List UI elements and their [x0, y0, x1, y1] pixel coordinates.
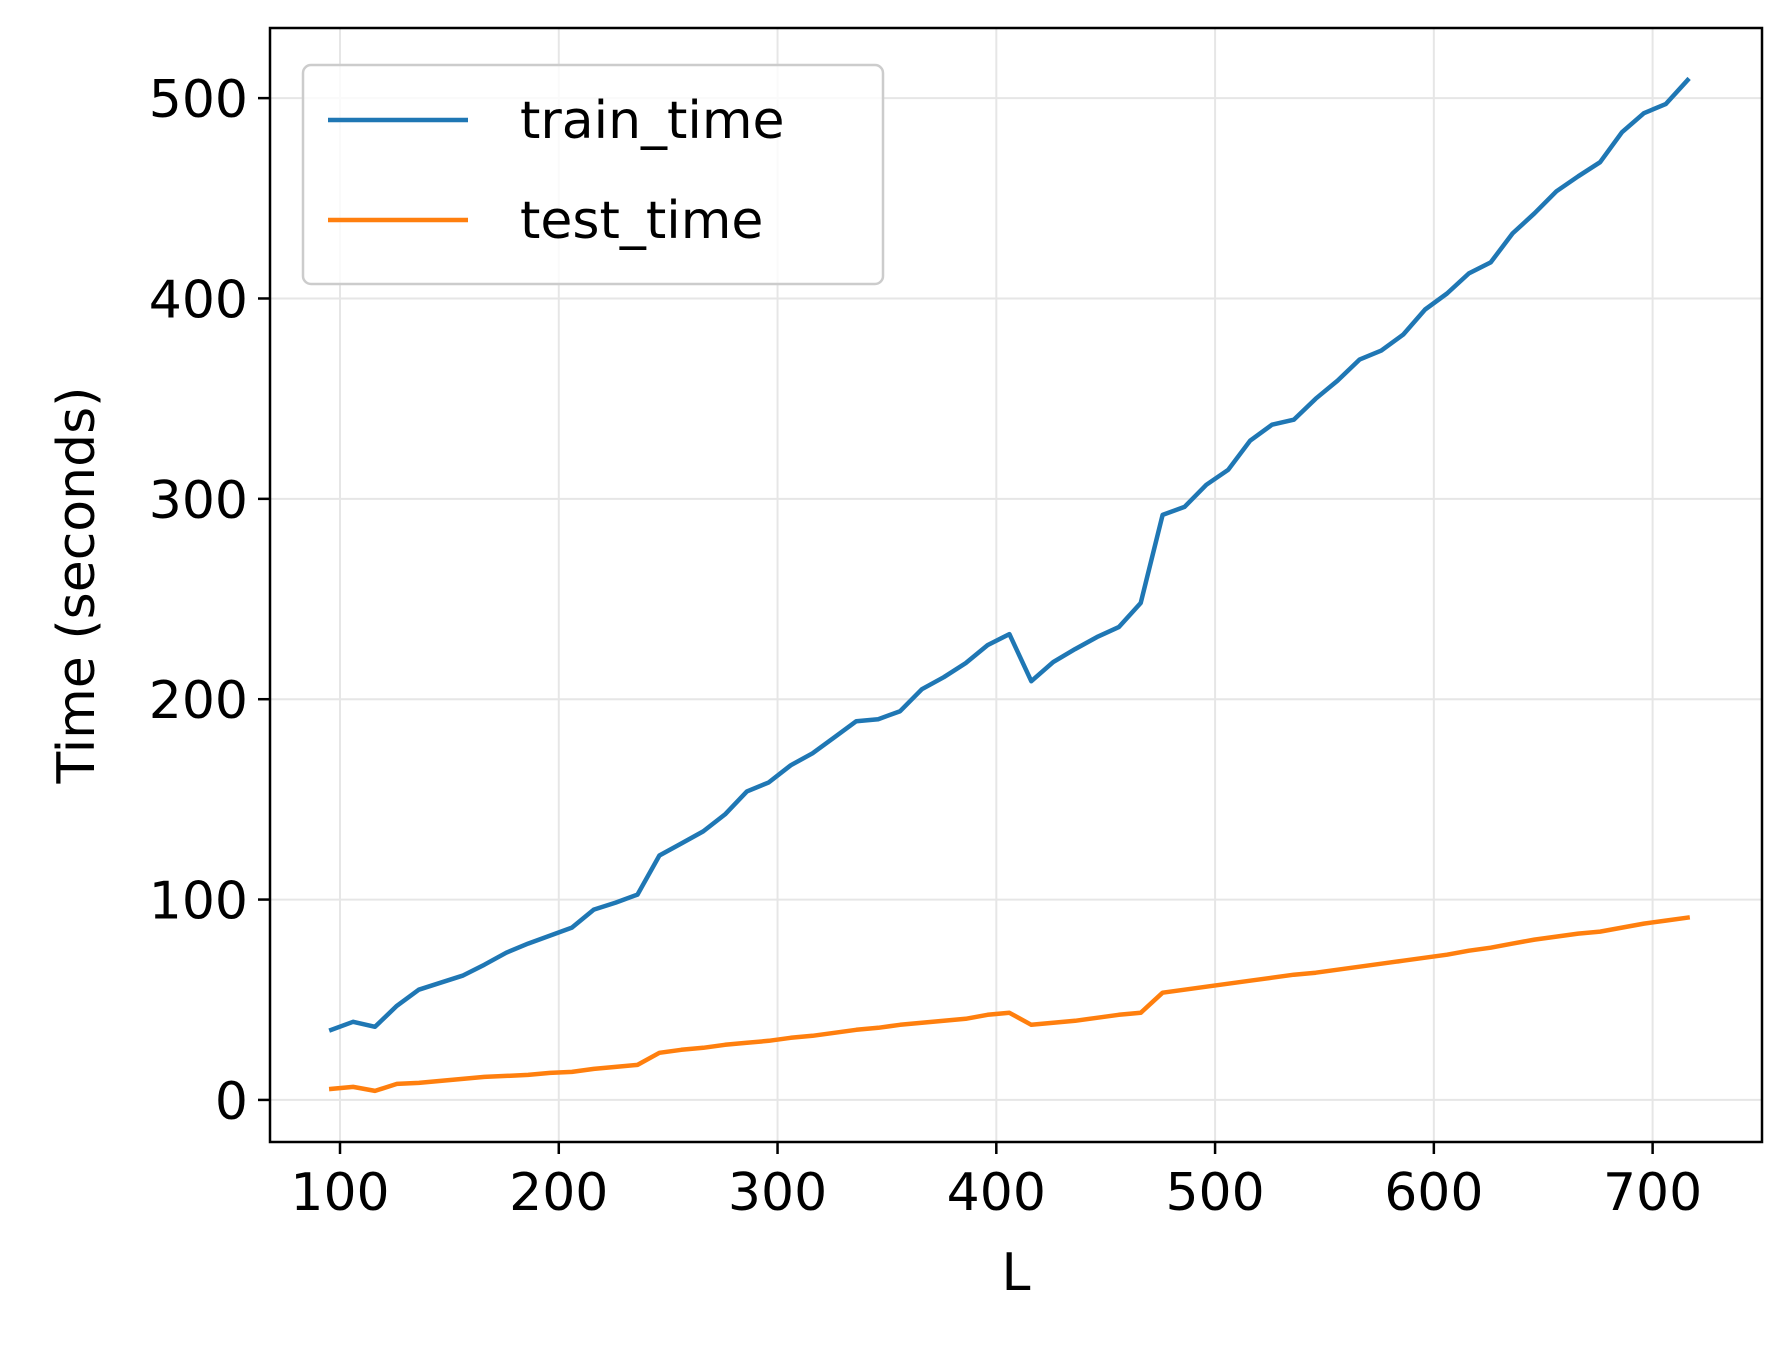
y-tick-label: 400 [149, 270, 248, 330]
series-line-test-time [328, 915, 1691, 1094]
series-lines [328, 76, 1691, 1094]
y-tick-label: 100 [149, 872, 248, 932]
x-tick-label: 300 [728, 1163, 827, 1223]
x-tick-label: 600 [1384, 1163, 1483, 1223]
y-tick-label: 500 [149, 70, 248, 130]
x-tick-label: 400 [947, 1163, 1046, 1223]
x-tick-label: 200 [509, 1163, 608, 1223]
x-tick-label: 500 [1165, 1163, 1264, 1223]
y-axis-label: Time (seconds) [47, 387, 107, 785]
y-tick-label: 200 [149, 671, 248, 731]
y-tick-label: 0 [215, 1072, 248, 1132]
plot-frame [268, 26, 1764, 1144]
x-axis-label: L [1002, 1243, 1031, 1303]
x-tick-label: 700 [1603, 1163, 1702, 1223]
legend: train_time test_time [301, 63, 885, 286]
y-tick-label: 300 [149, 471, 248, 531]
series-line-train-time [328, 76, 1691, 1033]
ticks: 100 200 300 400 500 600 700 0 100 200 300 400 500 [149, 70, 1703, 1223]
x-tick-label: 100 [290, 1163, 389, 1223]
legend-label-train-time: train_time [520, 91, 785, 151]
legend-label-test-time: test_time [520, 191, 763, 251]
